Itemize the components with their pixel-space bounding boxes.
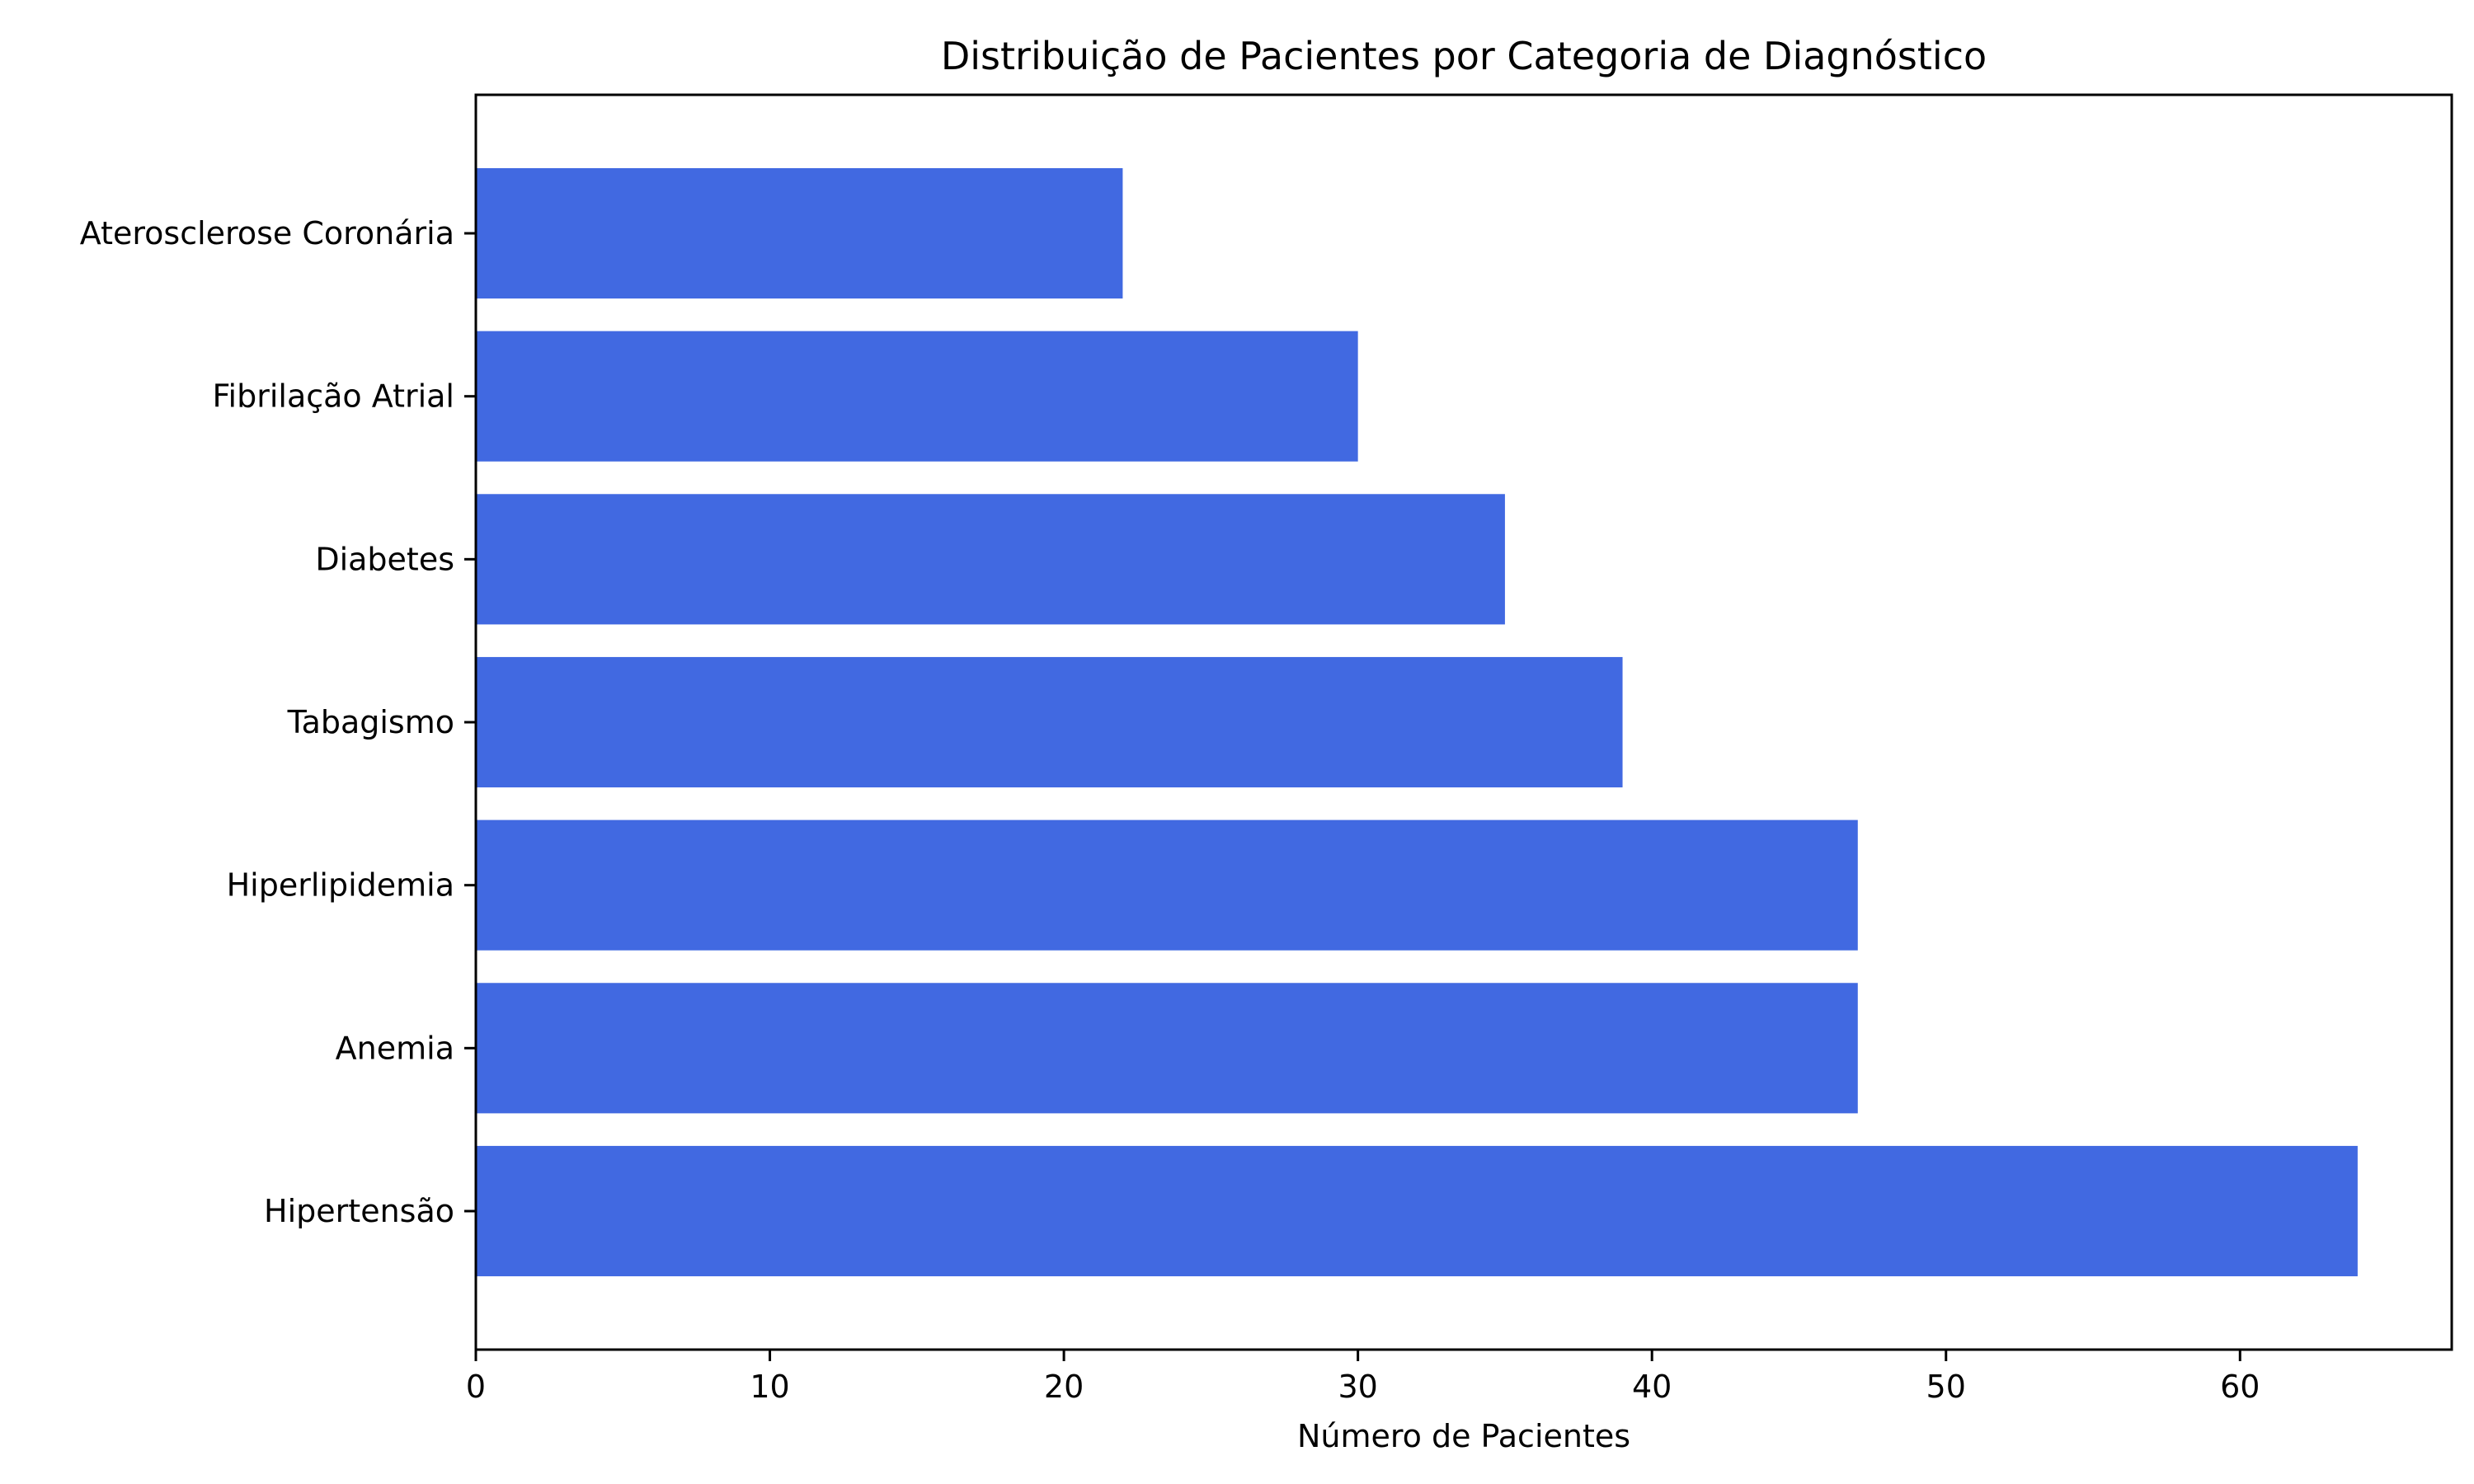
x-axis-label: Número de Pacientes xyxy=(1297,1418,1630,1454)
y-axis: Hipertensão Anemia Hiperlipidemia Tabagismo… xyxy=(80,215,476,1229)
bar xyxy=(476,1145,2358,1277)
plot-area-frame xyxy=(474,93,2453,1351)
x-axis: 0 10 20 30 40 50 60 xyxy=(466,1350,2260,1405)
x-tick-label: 20 xyxy=(1044,1369,1084,1405)
x-tick-label: 10 xyxy=(750,1369,789,1405)
y-tick-label: Hipertensão xyxy=(264,1193,454,1229)
x-tick-label: 60 xyxy=(2220,1369,2260,1405)
x-tick-label: 40 xyxy=(1632,1369,1672,1405)
x-tick-label: 30 xyxy=(1338,1369,1377,1405)
y-tick-label: Fibrilação Atrial xyxy=(212,378,454,415)
x-tick-label: 50 xyxy=(1926,1369,1966,1405)
y-tick-label: Hiperlipidemia xyxy=(227,867,454,904)
bar xyxy=(476,494,1505,625)
chart-title: Distribuição de Pacientes por Categoria … xyxy=(941,34,1987,78)
bar xyxy=(476,983,1858,1114)
bar xyxy=(476,167,1123,299)
y-tick-label: Anemia xyxy=(336,1030,454,1066)
bar xyxy=(476,819,1858,951)
x-tick-label: 0 xyxy=(466,1369,486,1405)
bars-layer xyxy=(476,167,2358,1277)
y-tick-label: Tabagismo xyxy=(287,704,454,740)
y-tick-label: Aterosclerose Coronária xyxy=(80,215,454,251)
y-tick-label: Diabetes xyxy=(315,541,454,577)
bar xyxy=(476,656,1623,788)
bar xyxy=(476,331,1358,462)
